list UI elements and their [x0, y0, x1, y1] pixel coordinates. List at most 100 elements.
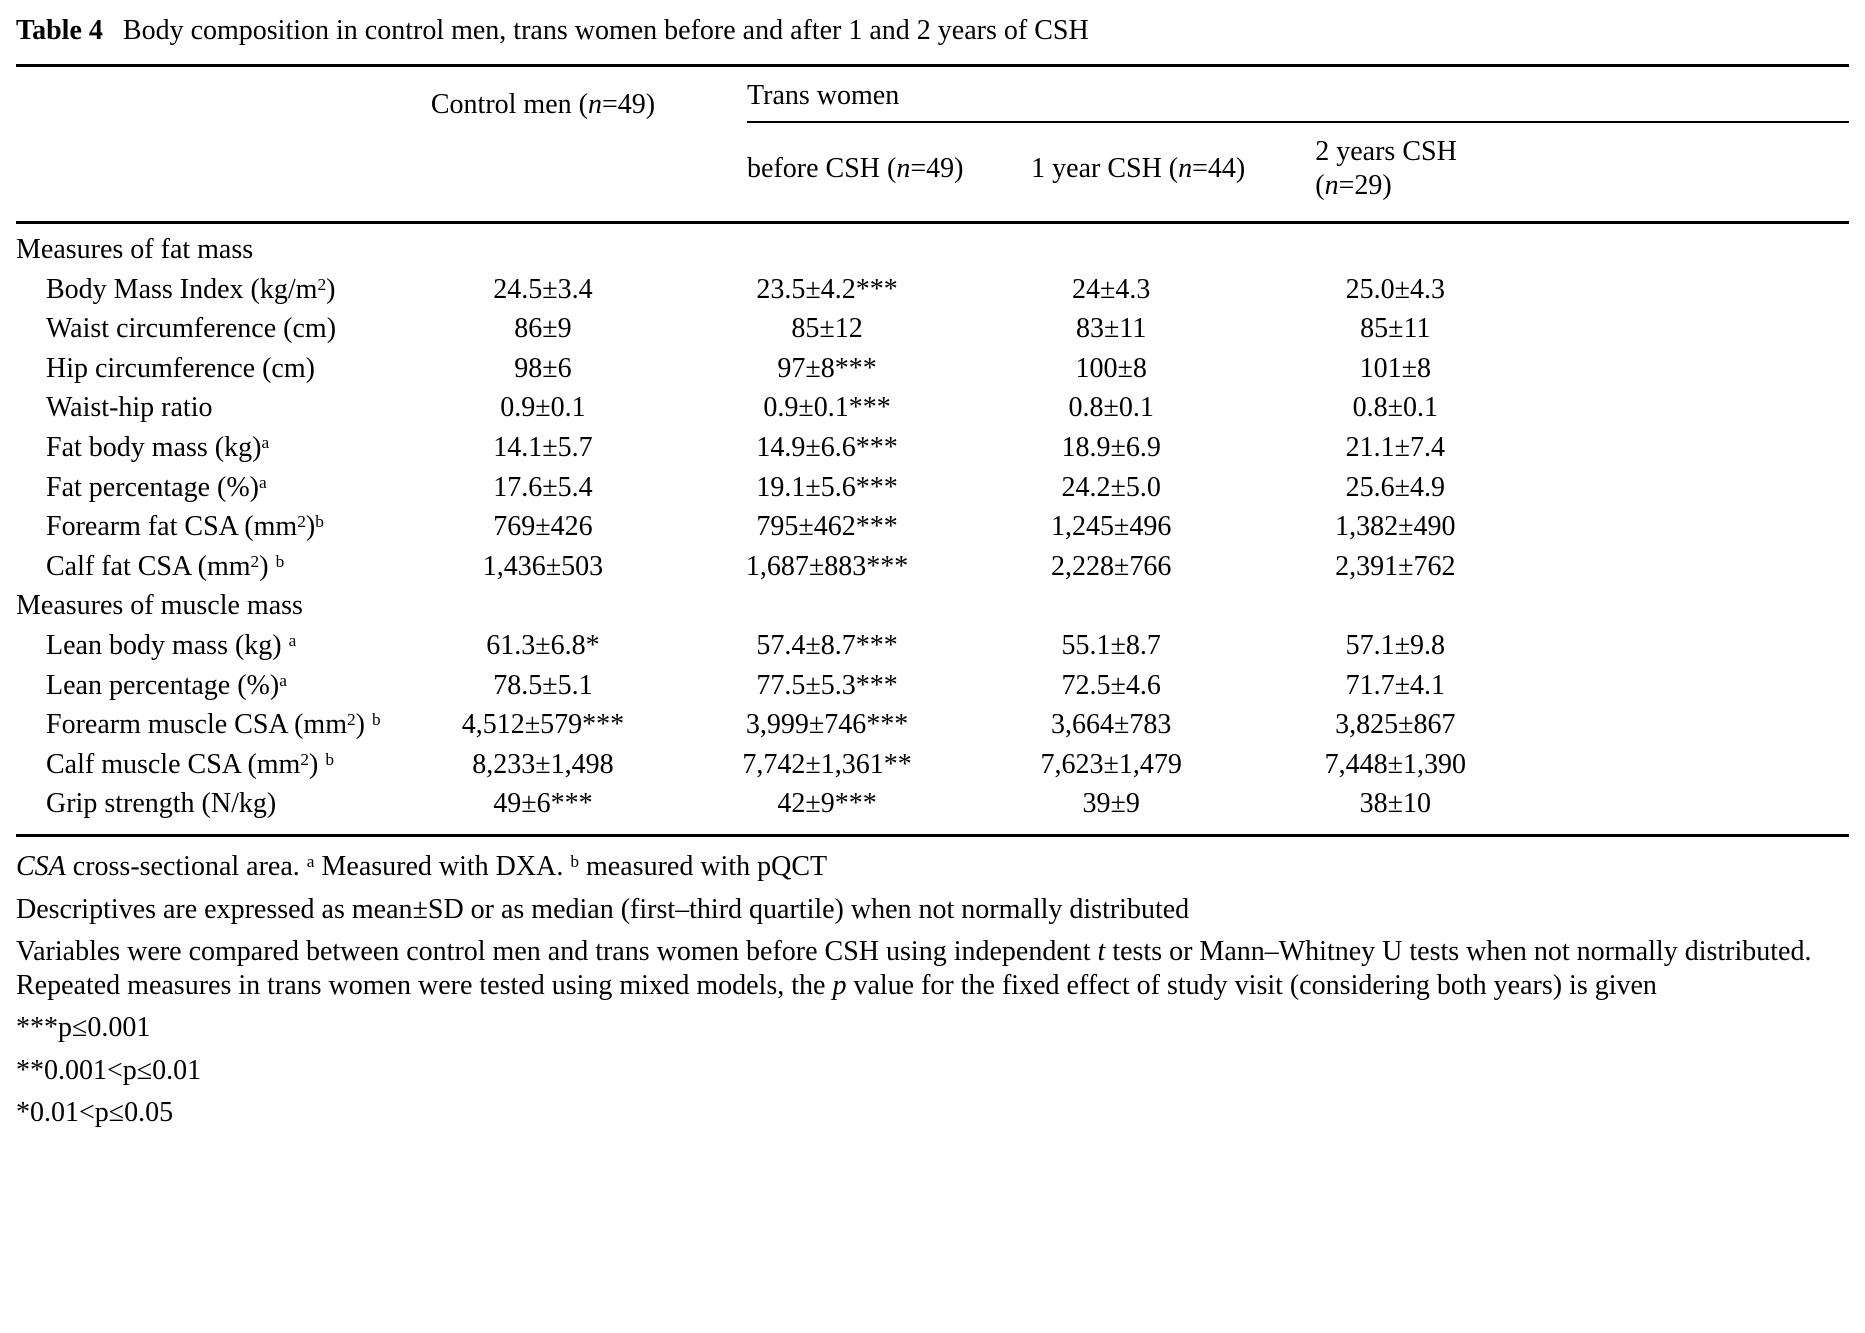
cell-value: 3,825±867 [1335, 709, 1456, 741]
cell-value: 3,999±746*** [745, 709, 909, 741]
header-row-subcolumns: before CSH (n=49) 1 year CSH (n=44) 2 ye… [16, 123, 1849, 224]
column-header-1-year-csh: 1 year CSH (n=44) [969, 123, 1254, 224]
cell-value: 42±9*** [777, 788, 877, 820]
table-head: Control men (n=49) Trans women before CS… [16, 66, 1849, 224]
cell-value: 86±9 [514, 313, 572, 345]
cell-value: 78.5±5.1 [493, 669, 593, 701]
cell-value: 0.9±0.1 [500, 392, 586, 424]
cell-value: 100±8 [1075, 352, 1147, 384]
spacer-cell [1537, 745, 1849, 785]
row-label: Body Mass Index (kg/m2) [46, 273, 336, 305]
table-row: Fat percentage (%)a 17.6±5.4 19.1±5.6*** 24… [16, 468, 1849, 508]
table-footnotes: CSA cross-sectional area. a Measured wit… [16, 850, 1849, 1130]
cell-value: 61.3±6.8* [486, 629, 600, 661]
spacer-cell [1537, 468, 1849, 508]
cell-value: 7,623±1,479 [1040, 748, 1182, 780]
row-label: Calf fat CSA (mm2) b [46, 550, 285, 582]
cell-value: 25.6±4.9 [1345, 471, 1445, 503]
column-group-label: Trans women [747, 79, 1849, 123]
table-caption: Table 4 Body composition in control men, … [16, 14, 1849, 48]
spacer-cell [1537, 547, 1849, 587]
row-label: Forearm muscle CSA (mm2) b [46, 709, 381, 741]
cell-value: 0.8±0.1 [1068, 392, 1154, 424]
spacer-cell [1537, 705, 1849, 745]
table-row: Body Mass Index (kg/m2) 24.5±3.4 23.5±4.2*… [16, 270, 1849, 310]
cell-value: 38±10 [1359, 788, 1431, 820]
section-header-row: Measures of fat mass [16, 223, 1849, 270]
cell-value: 0.8±0.1 [1352, 392, 1438, 424]
cell-value: 7,742±1,361** [742, 748, 912, 780]
table-row: Fat body mass (kg)a 14.1±5.7 14.9±6.6*** 18… [16, 428, 1849, 468]
spacer-cell [1537, 270, 1849, 310]
cell-value: 39±9 [1082, 788, 1140, 820]
row-label: Waist-hip ratio [46, 392, 213, 424]
table-row: Waist-hip ratio 0.9±0.1 0.9±0.1*** 0.8±0.1 0… [16, 388, 1849, 428]
cell-value: 769±426 [493, 511, 593, 543]
cell-value: 1,436±503 [482, 550, 604, 582]
spacer-cell [1537, 309, 1849, 349]
footnote: *0.01<p≤0.05 [16, 1097, 174, 1129]
cell-value: 24±4.3 [1072, 273, 1151, 305]
row-label: Forearm fat CSA (mm2)b [46, 511, 324, 543]
table-row: Forearm fat CSA (mm2)b 769±426 795±462*** 1… [16, 507, 1849, 547]
stub-cell [16, 66, 401, 124]
column-header-before-csh: before CSH (n=49) [685, 123, 970, 224]
cell-value: 57.1±9.8 [1345, 629, 1445, 661]
table-row: Waist circumference (cm) 86±9 85±12 83±11 85… [16, 309, 1849, 349]
row-label: Waist circumference (cm) [46, 313, 337, 345]
cell-value: 98±6 [514, 352, 572, 384]
cell-value: 2,228±766 [1051, 550, 1172, 582]
footnote: Variables were compared between control … [16, 936, 1812, 1001]
row-label: Hip circumference (cm) [46, 352, 315, 384]
cell-value: 23.5±4.2*** [756, 273, 898, 305]
row-label: Lean percentage (%)a [46, 669, 287, 701]
body-composition-table: Control men (n=49) Trans women before CS… [16, 64, 1849, 837]
footnote: CSA cross-sectional area. a Measured wit… [16, 850, 828, 882]
spacer-cell [1537, 428, 1849, 468]
cell-value: 795±462*** [756, 511, 898, 543]
cell-value: 57.4±8.7*** [756, 629, 898, 661]
column-header-2-years-csh: 2 years CSH (n=29) [1253, 123, 1538, 224]
header-row-groups: Control men (n=49) Trans women [16, 66, 1849, 124]
cell-value: 18.9±6.9 [1061, 431, 1161, 463]
cell-value: 17.6±5.4 [493, 471, 593, 503]
row-label: Calf muscle CSA (mm2) b [46, 748, 335, 780]
row-label: Fat body mass (kg)a [46, 431, 270, 463]
cell-value: 55.1±8.7 [1061, 629, 1161, 661]
cell-value: 14.1±5.7 [493, 431, 593, 463]
table-row: Forearm muscle CSA (mm2) b 4,512±579*** 3,… [16, 705, 1849, 745]
cell-value: 1,687±883*** [745, 550, 909, 582]
cell-value: 2,391±762 [1335, 550, 1456, 582]
row-label: Grip strength (N/kg) [46, 788, 277, 820]
table-row: Calf muscle CSA (mm2) b 8,233±1,498 7,742±… [16, 745, 1849, 785]
section-header: Measures of muscle mass [16, 590, 303, 622]
table-row: Calf fat CSA (mm2) b 1,436±503 1,687±883**… [16, 547, 1849, 587]
paper-page: Table 4 Body composition in control men, … [16, 14, 1849, 1130]
cell-value: 24.2±5.0 [1061, 471, 1161, 503]
cell-value: 8,233±1,498 [472, 748, 614, 780]
row-label: Lean body mass (kg) a [46, 629, 297, 661]
footnote: ***p≤0.001 [16, 1012, 151, 1044]
spacer-cell [1537, 388, 1849, 428]
table-caption-text: Body composition in control men, trans w… [122, 15, 1089, 46]
cell-value: 24.5±3.4 [493, 273, 593, 305]
table-caption-label: Table 4 [16, 15, 103, 46]
spacer-cell [1537, 507, 1849, 547]
table-body: Measures of fat mass Body Mass Index (kg/… [16, 223, 1849, 836]
spacer-cell [1537, 349, 1849, 389]
cell-value: 21.1±7.4 [1345, 431, 1445, 463]
spacer-cell [1537, 626, 1849, 666]
cell-value: 77.5±5.3*** [756, 669, 898, 701]
spacer-cell [1537, 123, 1849, 224]
column-group-trans-women: Trans women [685, 66, 1849, 123]
spacer-cell [1537, 784, 1849, 835]
cell-value: 7,448±1,390 [1324, 748, 1466, 780]
spacer-cell [1537, 666, 1849, 706]
cell-value: 3,664±783 [1051, 709, 1172, 741]
cell-value: 19.1±5.6*** [756, 471, 898, 503]
table-row: Lean percentage (%)a 78.5±5.1 77.5±5.3*** 7… [16, 666, 1849, 706]
cell-value: 0.9±0.1*** [763, 392, 891, 424]
cell-value: 25.0±4.3 [1345, 273, 1445, 305]
table-row: Hip circumference (cm) 98±6 97±8*** 100±8 10… [16, 349, 1849, 389]
cell-value: 14.9±6.6*** [756, 431, 898, 463]
